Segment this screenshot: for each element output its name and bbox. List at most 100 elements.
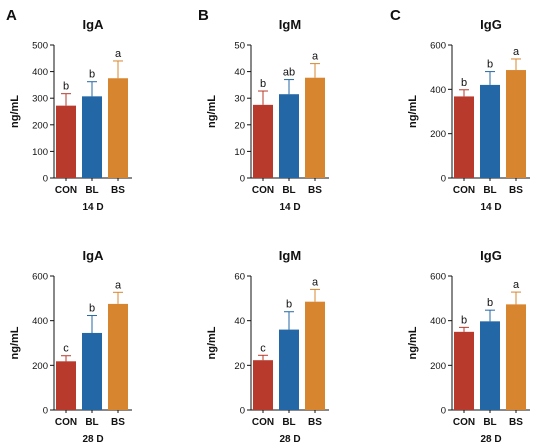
y-tick-label: 600 bbox=[32, 272, 48, 283]
chart-title: IgM bbox=[279, 17, 301, 32]
bar-bs bbox=[108, 78, 128, 178]
bar-con bbox=[253, 360, 273, 410]
chart-title: IgM bbox=[279, 248, 301, 263]
chart-title: IgG bbox=[480, 248, 502, 263]
x-tick-label: CON bbox=[453, 185, 475, 196]
significance-label: b bbox=[487, 59, 493, 71]
significance-label: c bbox=[260, 342, 266, 354]
x-tick-label: BL bbox=[483, 417, 496, 428]
panel-letter-b: B bbox=[198, 7, 209, 24]
bar-con bbox=[56, 105, 76, 178]
bar-bs bbox=[506, 70, 526, 178]
y-tick-label: 400 bbox=[430, 85, 446, 96]
significance-label: b bbox=[461, 77, 467, 89]
x-axis-label: 14 D bbox=[82, 202, 103, 213]
y-tick-label: 200 bbox=[430, 361, 446, 372]
y-tick-label: 30 bbox=[234, 94, 245, 105]
significance-label: a bbox=[312, 51, 319, 63]
bar-con bbox=[253, 104, 273, 178]
y-tick-label: 0 bbox=[43, 406, 48, 417]
significance-label: b bbox=[461, 314, 467, 326]
y-tick-label: 0 bbox=[441, 174, 446, 185]
y-axis-label: ng/mL bbox=[206, 326, 218, 359]
significance-label: a bbox=[513, 46, 520, 58]
bar-bs bbox=[506, 304, 526, 410]
panel-letter-c: C bbox=[390, 7, 401, 24]
x-tick-label: BS bbox=[111, 417, 125, 428]
significance-label: b bbox=[260, 78, 266, 90]
y-tick-label: 0 bbox=[240, 406, 245, 417]
significance-label: a bbox=[115, 48, 122, 60]
x-tick-label: CON bbox=[252, 185, 274, 196]
y-tick-label: 0 bbox=[441, 406, 446, 417]
x-tick-label: BS bbox=[509, 185, 523, 196]
bar-con bbox=[454, 331, 474, 410]
x-tick-label: BS bbox=[308, 185, 322, 196]
bar-bs bbox=[305, 301, 325, 410]
y-axis-label: ng/mL bbox=[206, 95, 218, 128]
x-tick-label: BL bbox=[85, 185, 98, 196]
significance-label: b bbox=[89, 69, 95, 81]
y-tick-label: 10 bbox=[234, 147, 245, 158]
chart-4: IgA ng/mL 0 200 400 600 c CON b BL a BS 28 D bbox=[9, 248, 132, 445]
y-tick-label: 600 bbox=[430, 41, 446, 52]
y-axis-label: ng/mL bbox=[9, 95, 21, 128]
chart-2: IgM ng/mL 0 10 20 30 40 50 b CON ab BL a BS 14 D bbox=[206, 17, 329, 213]
bar-bl bbox=[480, 321, 500, 410]
significance-label: a bbox=[312, 276, 319, 288]
y-tick-label: 600 bbox=[430, 272, 446, 283]
significance-label: b bbox=[63, 81, 69, 93]
x-tick-label: BS bbox=[111, 185, 125, 196]
y-tick-label: 20 bbox=[234, 120, 245, 131]
y-tick-label: 200 bbox=[430, 129, 446, 140]
significance-label: b bbox=[89, 303, 95, 315]
x-axis-label: 28 D bbox=[82, 434, 103, 445]
x-axis-label: 14 D bbox=[480, 202, 501, 213]
bar-bl bbox=[82, 96, 102, 178]
y-tick-label: 40 bbox=[234, 67, 245, 78]
x-tick-label: CON bbox=[55, 417, 77, 428]
x-tick-label: CON bbox=[453, 417, 475, 428]
significance-label: ab bbox=[283, 67, 295, 79]
chart-title: IgA bbox=[83, 248, 105, 263]
bar-bs bbox=[305, 77, 325, 178]
significance-label: a bbox=[115, 279, 122, 291]
y-tick-label: 200 bbox=[32, 361, 48, 372]
y-axis-label: ng/mL bbox=[407, 95, 419, 128]
y-tick-label: 40 bbox=[234, 316, 245, 327]
x-axis-label: 14 D bbox=[279, 202, 300, 213]
bar-bl bbox=[279, 94, 299, 178]
y-axis-label: ng/mL bbox=[407, 326, 419, 359]
x-tick-label: BL bbox=[282, 417, 295, 428]
x-tick-label: BS bbox=[308, 417, 322, 428]
y-tick-label: 50 bbox=[234, 41, 245, 52]
panel-letter-a: A bbox=[6, 7, 17, 24]
y-tick-label: 500 bbox=[32, 41, 48, 52]
bar-con bbox=[56, 361, 76, 410]
x-axis-label: 28 D bbox=[480, 434, 501, 445]
y-tick-label: 20 bbox=[234, 361, 245, 372]
y-tick-label: 200 bbox=[32, 120, 48, 131]
y-tick-label: 100 bbox=[32, 147, 48, 158]
x-tick-label: BS bbox=[509, 417, 523, 428]
bar-bl bbox=[82, 332, 102, 410]
chart-3: IgG ng/mL 0 200 400 600 b CON b BL a BS 14 D bbox=[407, 17, 530, 213]
y-tick-label: 0 bbox=[43, 174, 48, 185]
chart-6: IgG ng/mL 0 200 400 600 b CON b BL a BS 28 D bbox=[407, 248, 530, 445]
chart-title: IgG bbox=[480, 17, 502, 32]
significance-label: a bbox=[513, 279, 520, 291]
y-tick-label: 400 bbox=[32, 67, 48, 78]
x-tick-label: BL bbox=[282, 185, 295, 196]
x-tick-label: BL bbox=[483, 185, 496, 196]
y-tick-label: 300 bbox=[32, 94, 48, 105]
bar-bl bbox=[279, 329, 299, 410]
y-tick-label: 400 bbox=[430, 316, 446, 327]
significance-label: c bbox=[63, 343, 69, 355]
chart-title: IgA bbox=[83, 17, 105, 32]
x-tick-label: CON bbox=[252, 417, 274, 428]
y-tick-label: 60 bbox=[234, 272, 245, 283]
bar-con bbox=[454, 96, 474, 178]
y-tick-label: 0 bbox=[240, 174, 245, 185]
